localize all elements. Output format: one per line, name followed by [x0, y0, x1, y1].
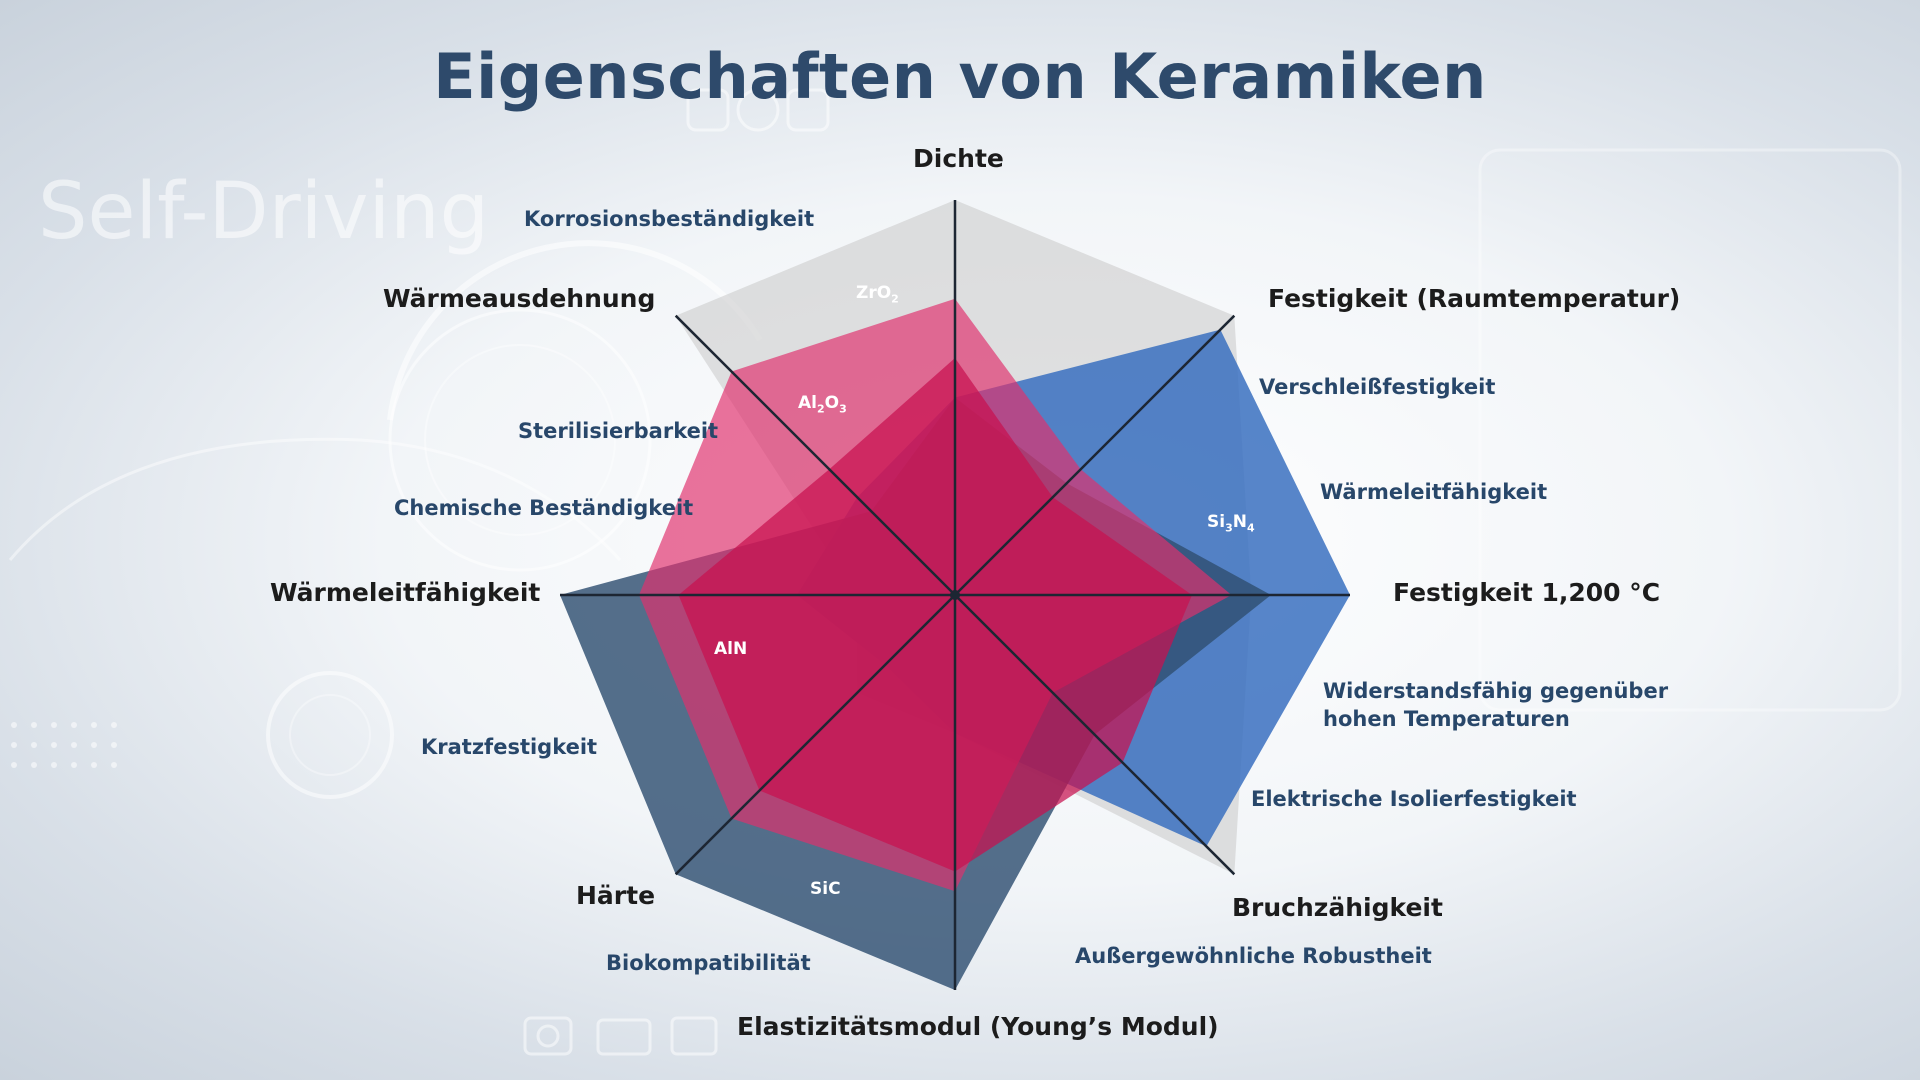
property-biokompatibilitaet: Biokompatibilität	[606, 951, 811, 975]
bg-car-outline	[8, 437, 622, 562]
axis-line	[954, 314, 1236, 596]
bg-car-wheel	[289, 694, 371, 776]
bg-ring	[388, 308, 652, 572]
property-waermeleitfaehigkeit: Wärmeleitfähigkeit	[1320, 480, 1548, 504]
property-aussergewoehnliche-robustheit: Außergewöhnliche Robustheit	[1075, 944, 1432, 968]
bg-ui-icons	[523, 88, 830, 1056]
bg-dot-grid	[11, 722, 117, 768]
axis-label-waermeausdehnung: Wärmeausdehnung	[383, 284, 656, 313]
axis-label-festigkeit-1200: Festigkeit 1,200 °C	[1393, 578, 1661, 607]
property-elektrische-isolierfestigkeit: Elektrische Isolierfestigkeit	[1251, 787, 1577, 811]
axis-line	[954, 594, 1236, 876]
property-widerstandsfaehig-line1: Widerstandsfähig gegenüber	[1323, 679, 1669, 703]
property-widerstandsfaehig-line2: hohen Temperaturen	[1323, 707, 1570, 731]
bg-car-wheel	[266, 671, 394, 799]
axis-layer	[560, 200, 1350, 990]
axis-line	[674, 314, 956, 596]
background-watermark-text: Self-Driving	[38, 167, 489, 257]
bg-arc	[387, 240, 763, 421]
material-label-al2o3: Al2O3	[798, 393, 847, 416]
bg-panel	[1478, 148, 1902, 712]
property-sterilisierbarkeit: Sterilisierbarkeit	[518, 419, 719, 443]
property-kratzfestigkeit: Kratzfestigkeit	[421, 735, 598, 759]
series-layer	[560, 200, 1350, 990]
material-label-aln: AlN	[714, 639, 748, 659]
page-title: Eigenschaften von Keramiken	[433, 40, 1487, 113]
axis-label-dichte: Dichte	[913, 144, 1004, 173]
axis-label-festigkeit-raumtemperatur: Festigkeit (Raumtemperatur)	[1268, 284, 1681, 313]
material-label-zro2: ZrO2	[856, 283, 899, 306]
chart-center-dot	[950, 590, 960, 600]
axis-line	[674, 594, 956, 876]
axis-label-haerte: Härte	[576, 881, 656, 910]
material-label-sic: SiC	[810, 879, 841, 899]
axis-label-elastizitaetsmodul: Elastizitätsmodul (Young’s Modul)	[737, 1012, 1219, 1041]
property-korrosionsbestaendigkeit: Korrosionsbeständigkeit	[524, 207, 815, 231]
axis-label-waermeleitfaehigkeit: Wärmeleitfähigkeit	[270, 578, 541, 607]
property-chemische-bestaendigkeit: Chemische Beständigkeit	[394, 496, 694, 520]
material-label-si3n4: Si3N4	[1207, 512, 1255, 535]
bg-ring	[424, 344, 616, 536]
axis-label-bruchzaehigkeit: Bruchzähigkeit	[1232, 893, 1443, 922]
property-verschleissfestigkeit: Verschleißfestigkeit	[1259, 375, 1496, 399]
